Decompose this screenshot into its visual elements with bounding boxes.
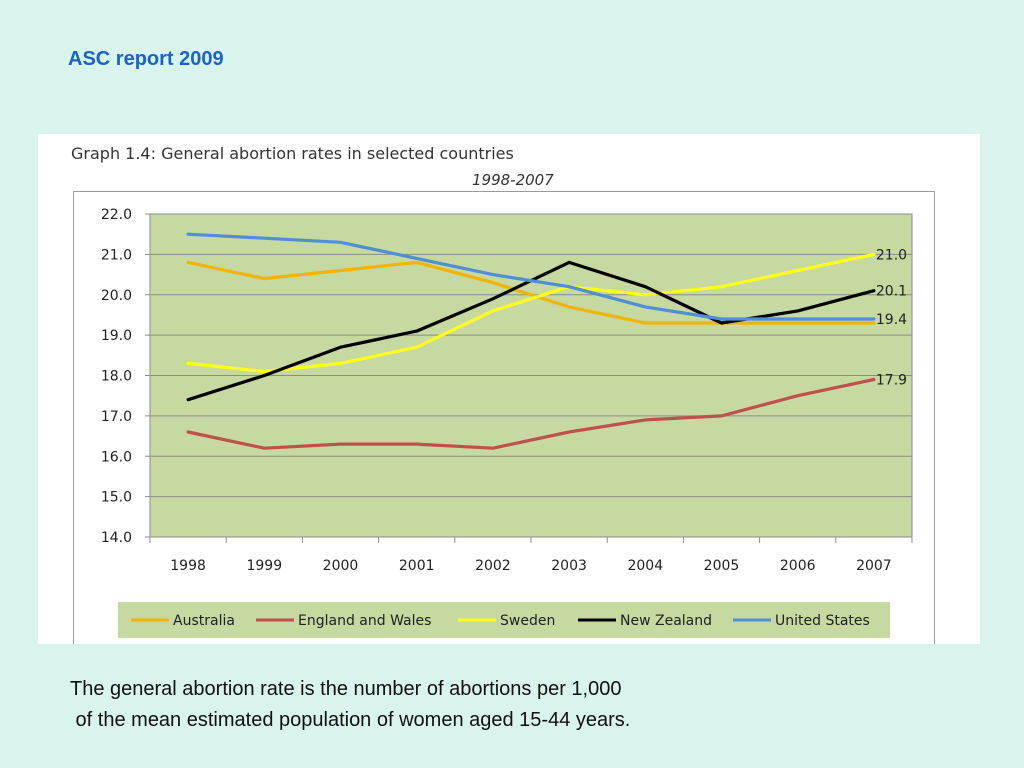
series-line-australia <box>186 260 876 325</box>
x-tick-label: 2002 <box>475 558 511 574</box>
y-tick-label: 22.0 <box>101 207 132 223</box>
x-tick-label: 1999 <box>246 558 282 574</box>
end-value-label: 17.9 <box>876 373 907 389</box>
legend-label: United States <box>775 613 870 629</box>
legend-label: Sweden <box>500 613 555 629</box>
caption: The general abortion rate is the number … <box>70 674 630 736</box>
legend-label: England and Wales <box>298 613 431 629</box>
legend-label: Australia <box>173 613 235 629</box>
x-tick-label: 1998 <box>170 558 206 574</box>
y-tick-label: 19.0 <box>101 328 132 344</box>
y-tick-label: 18.0 <box>101 369 132 385</box>
y-tick-label: 21.0 <box>101 247 132 263</box>
end-value-label: 21.0 <box>876 247 907 263</box>
slide-title: ASC report 2009 <box>68 48 224 70</box>
line-chart: 14.0 15.0 16.0 17.0 18.0 19.0 20.0 21.0 22.0 1998… <box>101 207 913 638</box>
end-value-label: 20.1 <box>876 284 907 300</box>
caption-line-2: of the mean estimated population of wome… <box>70 709 631 731</box>
y-tick-label: 20.0 <box>101 288 132 304</box>
series-line-united-states <box>186 232 876 321</box>
chart-subtitle: 1998-2007 <box>472 171 554 189</box>
y-tick-label: 14.0 <box>101 530 132 546</box>
chart-figure: Graph 1.4: General abortion rates in sel… <box>38 134 980 644</box>
series-line-sweden <box>186 252 876 374</box>
y-tick-label: 16.0 <box>101 449 132 465</box>
end-value-label: 19.4 <box>876 312 907 328</box>
x-tick-label: 2006 <box>780 558 816 574</box>
x-tick-label: 2007 <box>856 558 892 574</box>
series-line-england-and-wales <box>186 377 876 450</box>
x-tick-label: 2000 <box>323 558 359 574</box>
x-tick-label: 2001 <box>399 558 435 574</box>
x-tick-label: 2004 <box>627 558 663 574</box>
chart-title: Graph 1.4: General abortion rates in sel… <box>71 144 514 163</box>
chart-frame <box>73 191 935 644</box>
x-tick-label: 2003 <box>551 558 587 574</box>
caption-line-1: The general abortion rate is the number … <box>70 678 622 700</box>
y-tick-label: 15.0 <box>101 490 132 506</box>
legend-label: New Zealand <box>620 613 712 629</box>
x-tick-label: 2005 <box>704 558 740 574</box>
y-tick-label: 17.0 <box>101 409 132 425</box>
